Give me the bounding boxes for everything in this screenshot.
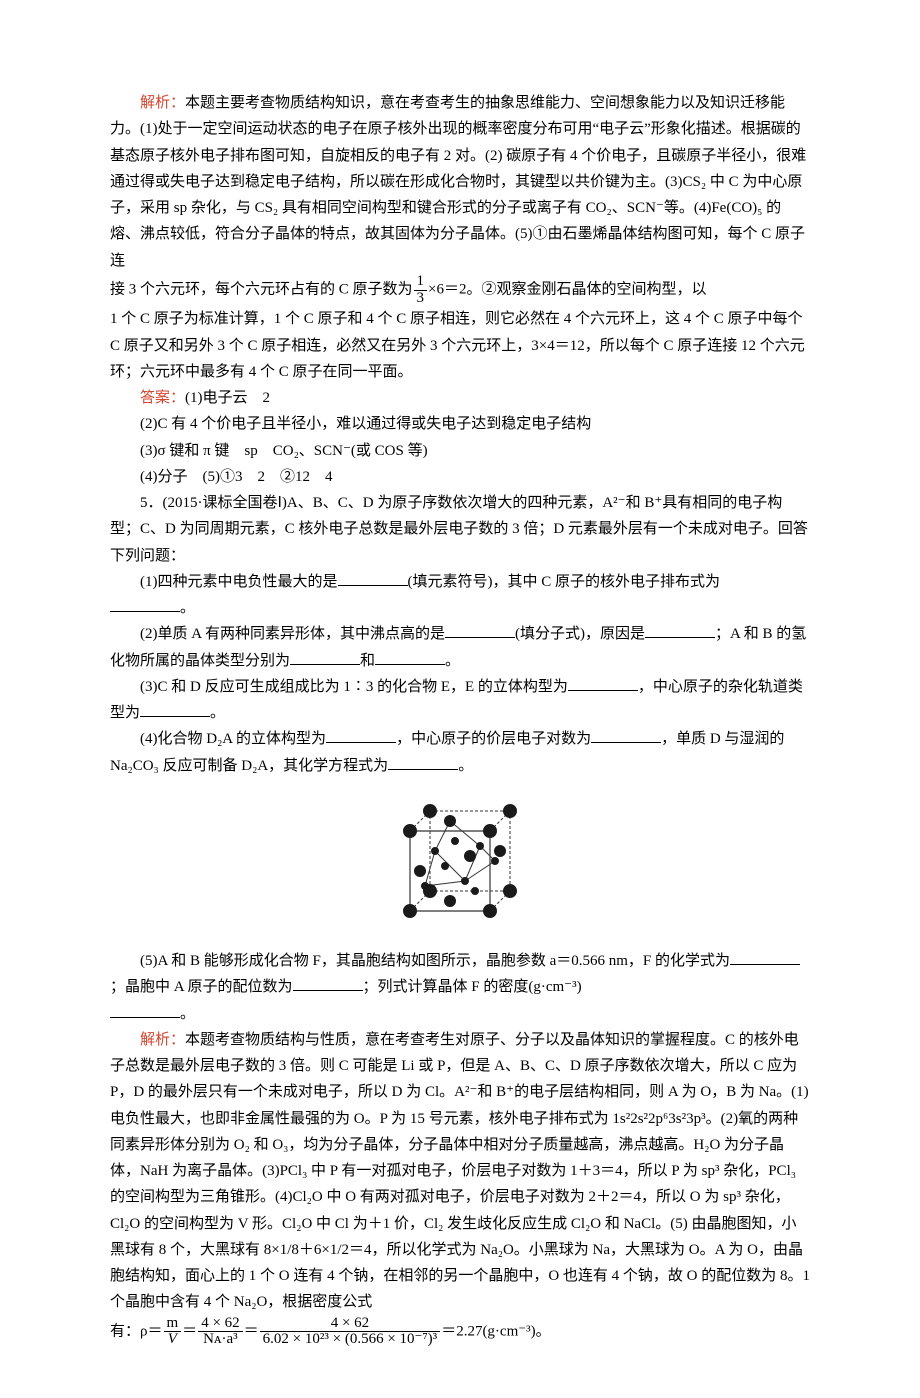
- rho-eq1: ＝: [182, 1323, 197, 1339]
- blank: [445, 622, 515, 638]
- blank: [110, 1002, 180, 1018]
- analysis-5-para: 解析：本题考查物质结构与性质，意在考查考生对原子、分子以及晶体知识的掌握程度。C…: [110, 1027, 810, 1316]
- blank: [645, 622, 715, 638]
- analysis-5-text: 本题考查物质结构与性质，意在考查考生对原子、分子以及晶体知识的掌握程度。C 的核…: [110, 1032, 810, 1311]
- rho-lead: 有：ρ＝: [110, 1323, 163, 1339]
- crystal-cell-figure: [110, 791, 810, 940]
- answer-label: 答案：: [140, 390, 185, 406]
- blank: [730, 949, 800, 965]
- q5-p1-a: (1)四种元素中电负性最大的是: [140, 574, 338, 590]
- q5-p4-d: 。: [458, 758, 473, 774]
- q5-part-1b: 。: [110, 595, 810, 621]
- blank: [375, 649, 445, 665]
- q5-p5-a: (5)A 和 B 能够形成化合物 F，其晶胞结构如图所示，晶胞参数 a＝0.56…: [140, 953, 730, 969]
- blank: [290, 649, 360, 665]
- q5-part-4: (4)化合物 D₂A 的立体构型为，中心原子的价层电子对数为，单质 D 与湿润的…: [110, 726, 810, 779]
- q5-p3-c: 。: [210, 705, 225, 721]
- answer-4-line-2: (2)C 有 4 个价电子且半径小，难以通过得或失电子达到稳定电子结构: [110, 411, 810, 437]
- fraction-m-v: mV: [164, 1316, 182, 1349]
- q5-part-5b: 。: [110, 1001, 810, 1027]
- q5-part-2: (2)单质 A 有两种同素异形体，其中沸点高的是(填分子式)，原因是；A 和 B…: [110, 621, 810, 674]
- analysis-label: 解析：: [140, 95, 185, 111]
- q5-part-5: (5)A 和 B 能够形成化合物 F，其晶胞结构如图所示，晶胞参数 a＝0.56…: [110, 948, 810, 1001]
- blank: [591, 727, 661, 743]
- analysis-4-text-2b: ×6＝2。②观察金刚石晶体的空间构型，以: [428, 281, 706, 297]
- q5-stem: 5．(2015·课标全国卷Ⅰ)A、B、C、D 为原子序数依次增大的四种元素，A²…: [110, 490, 810, 569]
- answer-4-line-3: (3)σ 键和 π 键 sp CO₂、SCN⁻(或 COS 等): [110, 438, 810, 464]
- analysis-4-text-1: 本题主要考查物质结构知识，意在考查考生的抽象思维能力、空间想象能力以及知识迁移能…: [110, 95, 806, 269]
- answer-4-line-1: 答案：(1)电子云 2: [110, 385, 810, 411]
- q5-p2-b: (填分子式)，原因是: [515, 626, 645, 642]
- blank: [338, 570, 408, 586]
- blank: [568, 675, 638, 691]
- fraction-1-3: 13: [414, 274, 428, 307]
- q5-p3-a: (3)C 和 D 反应可生成组成比为 1∶3 的化合物 E，E 的立体构型为: [140, 679, 568, 695]
- blank: [140, 701, 210, 717]
- rho-tail: ＝2.27(g·cm⁻³)。: [441, 1323, 550, 1339]
- analysis-4-text-2a: 接 3 个六元环，每个六元环占有的 C 原子数为: [110, 281, 413, 297]
- q5-p1-c: 。: [180, 600, 195, 616]
- q5-p2-d: 和: [360, 653, 375, 669]
- q5-p4-b: ，中心原子的价层电子对数为: [396, 731, 591, 747]
- q5-p2-a: (2)单质 A 有两种同素异形体，其中沸点高的是: [140, 626, 445, 642]
- q5-p1-b: (填元素符号)，其中 C 原子的核外电子排布式为: [408, 574, 721, 590]
- blank: [326, 727, 396, 743]
- q5-p5-c: ；列式计算晶体 F 的密度(g·cm⁻³): [363, 979, 582, 995]
- blank: [110, 596, 180, 612]
- analysis-5-density: 有：ρ＝mV＝4 × 62Nᴀ·a³＝4 × 626.02 × 10²³ × (…: [110, 1316, 810, 1349]
- q5-p5-d: 。: [180, 1006, 195, 1022]
- rho-eq2: ＝: [244, 1323, 259, 1339]
- analysis-4-para-3: 1 个 C 原子为标准计算，1 个 C 原子和 4 个 C 原子相连，则它必然在…: [110, 306, 810, 385]
- fraction-full: 4 × 626.02 × 10²³ × (0.566 × 10⁻⁷)³: [260, 1316, 441, 1349]
- q5-p4-a: (4)化合物 D₂A 的立体构型为: [140, 731, 326, 747]
- fraction-462-na: 4 × 62Nᴀ·a³: [198, 1316, 242, 1349]
- analysis-label-5: 解析：: [140, 1032, 185, 1048]
- blank: [388, 754, 458, 770]
- q5-part-1: (1)四种元素中电负性最大的是 (填元素符号)，其中 C 原子的核外电子排布式为: [110, 569, 810, 595]
- analysis-4-para-1: 解析：本题主要考查物质结构知识，意在考查考生的抽象思维能力、空间想象能力以及知识…: [110, 90, 810, 274]
- analysis-4-para-2: 接 3 个六元环，每个六元环占有的 C 原子数为13×6＝2。②观察金刚石晶体的…: [110, 274, 810, 307]
- q5-p5-b: ；晶胞中 A 原子的配位数为: [110, 979, 293, 995]
- q5-part-3: (3)C 和 D 反应可生成组成比为 1∶3 的化合物 E，E 的立体构型为，中…: [110, 674, 810, 727]
- blank: [293, 975, 363, 991]
- q5-p2-e: 。: [445, 653, 460, 669]
- answer-4-line-4: (4)分子 (5)①3 2 ②12 4: [110, 464, 810, 490]
- answer-4-l1: (1)电子云 2: [185, 390, 270, 406]
